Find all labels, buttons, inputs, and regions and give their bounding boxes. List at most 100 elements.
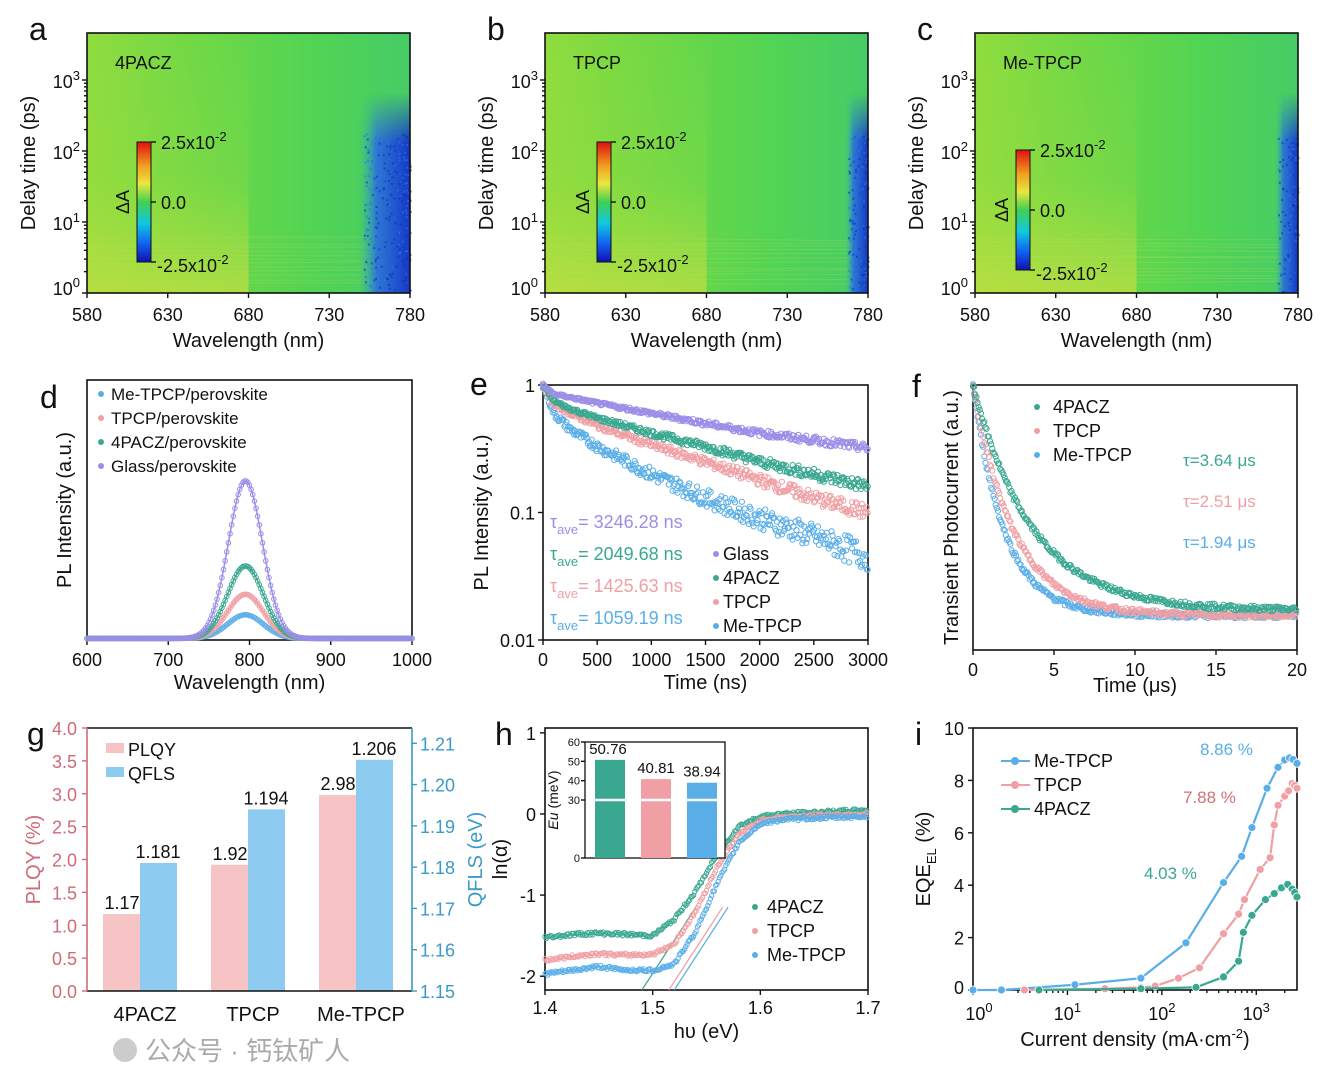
data-point: [1273, 762, 1283, 772]
data-point: [710, 873, 716, 880]
y-tick-label-exp: 0: [531, 275, 538, 290]
x-tick-label: 580: [530, 305, 560, 325]
y-tick-label-exp: 2: [73, 139, 80, 154]
data-point: [1014, 532, 1021, 540]
y-tick-label-base: 10: [941, 143, 961, 163]
data-point: [1293, 609, 1300, 617]
heatmap-noise-pixel: [395, 137, 398, 140]
heatmap-noise-pixel: [855, 230, 858, 233]
heatmap-noise-pixel: [393, 164, 396, 167]
legend-marker: [1034, 452, 1040, 458]
data-point: [636, 434, 643, 441]
data-point: [204, 622, 211, 629]
heatmap-noise-pixel: [850, 137, 853, 140]
x-tick-label: 600: [72, 650, 102, 670]
data-point: [679, 930, 685, 937]
heatmap-noise-pixel: [1283, 258, 1286, 261]
legend-marker: [1011, 757, 1019, 765]
colorbar-max-base: 2.5x10: [1040, 141, 1094, 161]
heatmap-noise-line: [974, 277, 1299, 281]
data-point: [856, 513, 863, 520]
data-point: [685, 938, 692, 945]
data-point: [809, 439, 816, 446]
y-tick-label: 0.1: [510, 504, 535, 524]
heatmap-noise-pixel: [847, 252, 850, 255]
heatmap-noise-pixel: [368, 175, 371, 178]
y-tick-label-base: 10: [511, 143, 531, 163]
data-point: [256, 522, 263, 528]
heatmap-noise-pixel: [405, 181, 408, 184]
heatmap-noise-pixel: [374, 226, 377, 229]
legend-marker: [1011, 781, 1019, 789]
legend-marker: [713, 599, 719, 605]
data-point: [212, 618, 219, 624]
bar-plqy: [319, 795, 356, 991]
data-point: [1237, 851, 1247, 861]
heatmap-bleach-region: [845, 93, 868, 293]
heatmap-noise-pixel: [856, 156, 859, 159]
data-point: [796, 519, 803, 526]
y-tick-label-exp: 3: [961, 68, 968, 83]
data-point: [676, 951, 683, 958]
data-point: [1018, 507, 1025, 515]
data-point: [846, 444, 853, 451]
heatmap-noise-pixel: [851, 189, 854, 192]
legend-label: Me-TPCP/perovskite: [111, 385, 268, 404]
heatmap-noise-pixel: [1284, 259, 1287, 262]
heatmap-noise-pixel: [1280, 220, 1283, 223]
heatmap-noise-pixel: [855, 170, 858, 173]
y-tick-label: 10: [944, 719, 964, 739]
data-point: [755, 480, 762, 488]
data-point: [690, 933, 697, 940]
heatmap-noise-pixel: [855, 272, 858, 275]
heatmap-noise-pixel: [1289, 204, 1292, 207]
data-point: [705, 903, 711, 909]
data-point: [827, 475, 834, 482]
heatmap-noise-pixel: [405, 280, 408, 283]
data-point: [707, 864, 714, 870]
tau-value: = 3246.28 ns: [578, 512, 683, 532]
heatmap-noise-pixel: [1279, 161, 1282, 164]
data-point: [717, 460, 724, 468]
x-tick-label: 900: [316, 650, 346, 670]
data-point: [727, 836, 733, 842]
colorbar-min-label: -2.5x10-2: [617, 252, 689, 276]
data-point: [697, 917, 703, 924]
heatmap-noise-pixel: [387, 249, 390, 252]
y-axis-title: Transient Photocurrent (a.u.): [941, 390, 963, 645]
legend-label: TPCP: [1034, 775, 1082, 795]
heatmap-noise-pixel: [862, 262, 865, 265]
data-point: [730, 463, 737, 470]
heatmap-noise-pixel: [1288, 146, 1291, 149]
urbach-fit-line: [668, 906, 724, 991]
heatmap-noise-pixel: [1291, 142, 1294, 145]
y-tick-label: 6: [954, 824, 964, 844]
y-tick-label-exp: 1: [531, 210, 538, 225]
data-point: [699, 489, 707, 496]
heatmap-noise-pixel: [404, 249, 407, 252]
heatmap-noise-pixel: [403, 193, 406, 196]
data-point: [803, 539, 810, 546]
data-point: [214, 615, 220, 621]
heatmap-noise-pixel: [378, 248, 381, 251]
heatmap-noise-pixel: [405, 250, 408, 253]
heatmap-noise-pixel: [1285, 190, 1288, 193]
data-point: [848, 545, 856, 552]
heatmap-noise-pixel: [854, 249, 857, 252]
plot-frame: [972, 727, 1298, 991]
data-point: [983, 425, 990, 432]
legend-marker: [98, 415, 104, 421]
heatmap-noise-pixel: [378, 281, 381, 284]
panel-letter: b: [487, 11, 505, 47]
heatmap-noise-pixel: [389, 274, 392, 277]
heatmap-noise-pixel: [401, 211, 404, 214]
colorbar-min-label: -2.5x10-2: [1036, 260, 1108, 284]
data-point: [219, 574, 225, 581]
data-point: [271, 596, 277, 602]
data-point: [238, 482, 245, 489]
heatmap-noise-pixel: [1282, 288, 1285, 291]
y-axis-title: PL Intensity (a.u.): [471, 435, 493, 591]
data-point: [752, 475, 759, 482]
heatmap-noise-pixel: [367, 243, 370, 246]
data-point: [763, 433, 770, 440]
